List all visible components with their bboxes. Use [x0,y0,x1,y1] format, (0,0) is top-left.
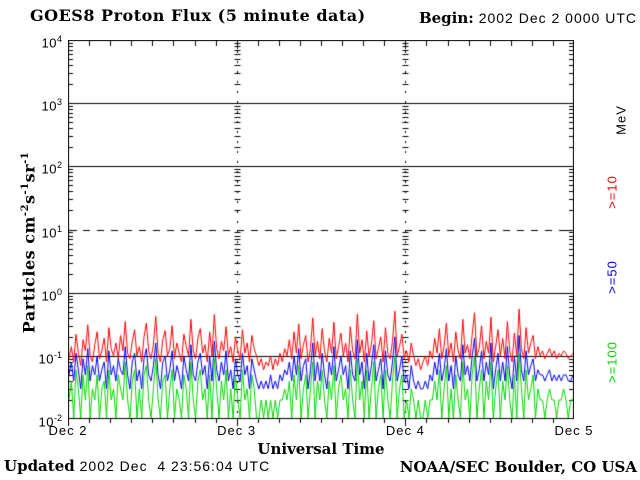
updated-timestamp: Updated 2002 Dec 4 23:56:04 UTC [4,457,270,475]
y-tick-label: 101 [41,223,62,240]
updated-value-text: 2002 Dec 4 23:56:04 UTC [79,458,271,474]
x-axis-title: Universal Time [257,440,385,458]
x-tick-label: Dec 4 [385,423,425,438]
y-tick-label: 10-2 [38,413,62,430]
begin-label: Begin: [418,9,474,27]
y-tick-label: 10-1 [38,349,62,367]
mev-unit-label: MeV [613,105,629,135]
chart-title: GOES8 Proton Flux (5 minute data) [30,6,366,25]
y-tick-label: 103 [41,97,62,114]
x-tick-label: Dec 5 [554,423,594,438]
flux-plot-canvas [68,40,574,428]
begin-value-text: 2002 Dec 2 0000 UTC [478,10,637,26]
legend-label-gege10: >=10 [604,175,620,209]
x-tick-label: Dec 2 [48,423,88,438]
begin-time-line: Begin: 2002 Dec 2 0000 UTC [419,9,637,27]
y-tick-label: 100 [41,286,62,303]
legend-label-gege50: >=50 [604,260,620,294]
y-tick-label: 104 [41,34,62,51]
updated-label: Updated [4,457,75,475]
y-tick-label: 102 [41,160,62,177]
credit-text: NOAA/SEC Boulder, CO USA [399,458,637,476]
x-tick-label: Dec 3 [217,423,257,438]
legend-label-gege100: >=100 [604,341,620,383]
